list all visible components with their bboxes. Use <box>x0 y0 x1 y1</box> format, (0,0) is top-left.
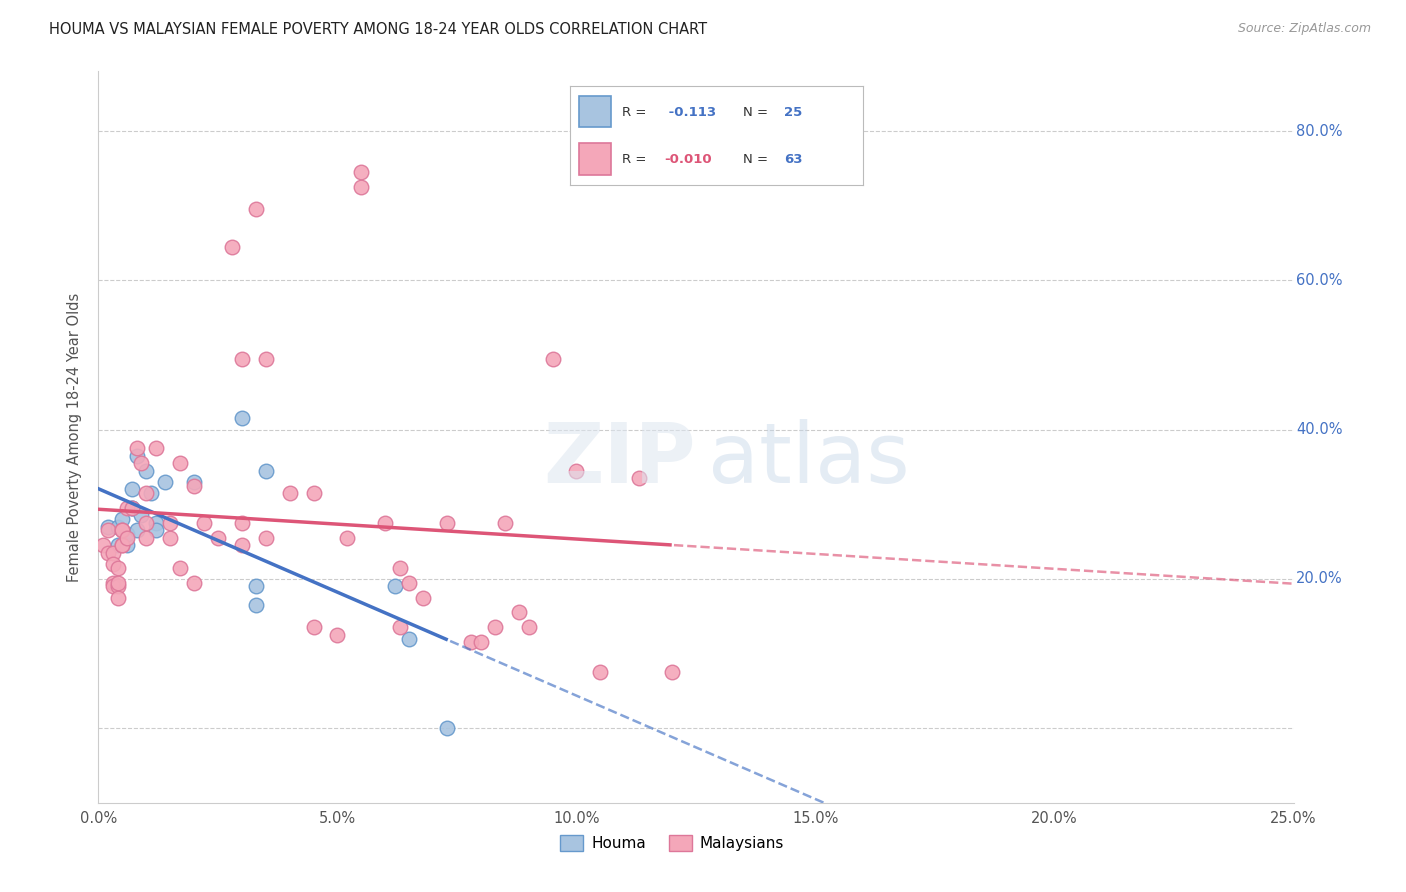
Point <box>97 546 120 560</box>
Point <box>145 442 167 456</box>
Point <box>111 524 134 538</box>
Point <box>135 486 157 500</box>
Point <box>183 475 205 489</box>
Point <box>139 486 162 500</box>
Point <box>484 620 506 634</box>
Point <box>135 464 157 478</box>
Point <box>541 351 564 366</box>
Point <box>398 632 420 646</box>
Point <box>131 456 153 470</box>
Point <box>231 351 253 366</box>
Point <box>115 527 138 541</box>
Point <box>193 516 215 530</box>
Point <box>508 606 530 620</box>
Point <box>125 442 148 456</box>
Point <box>245 579 267 593</box>
Point <box>97 519 120 533</box>
Point <box>145 516 167 530</box>
Point <box>125 449 148 463</box>
Point <box>517 620 540 634</box>
Point <box>302 486 325 500</box>
Text: atlas: atlas <box>709 418 910 500</box>
Point <box>326 628 349 642</box>
Point <box>107 575 129 590</box>
Point <box>374 516 396 530</box>
Point <box>159 531 181 545</box>
Point <box>350 180 373 194</box>
Point <box>254 531 277 545</box>
Point <box>91 538 114 552</box>
Point <box>121 500 143 515</box>
Point <box>231 411 253 425</box>
Point <box>460 635 482 649</box>
Point <box>135 531 157 545</box>
Point <box>254 464 277 478</box>
Point <box>115 531 138 545</box>
Point <box>97 524 120 538</box>
Text: 60.0%: 60.0% <box>1296 273 1343 288</box>
Text: 20.0%: 20.0% <box>1296 572 1343 586</box>
Point <box>412 591 434 605</box>
Point <box>115 538 138 552</box>
Text: Source: ZipAtlas.com: Source: ZipAtlas.com <box>1237 22 1371 36</box>
Point <box>125 524 148 538</box>
Point <box>159 516 181 530</box>
Point <box>121 483 143 497</box>
Point <box>436 721 458 735</box>
Point <box>107 591 129 605</box>
Point <box>169 456 191 470</box>
Point <box>121 500 143 515</box>
Point <box>254 351 277 366</box>
Point <box>183 478 205 492</box>
Point <box>121 500 143 515</box>
Point <box>183 575 205 590</box>
Point <box>131 508 153 523</box>
Point <box>207 531 229 545</box>
Point <box>278 486 301 500</box>
Point <box>111 512 134 526</box>
Point <box>398 575 420 590</box>
Text: 80.0%: 80.0% <box>1296 124 1343 138</box>
Point <box>155 475 177 489</box>
Text: 40.0%: 40.0% <box>1296 422 1343 437</box>
Point <box>336 531 359 545</box>
Point <box>107 560 129 574</box>
Point <box>107 538 129 552</box>
Text: HOUMA VS MALAYSIAN FEMALE POVERTY AMONG 18-24 YEAR OLDS CORRELATION CHART: HOUMA VS MALAYSIAN FEMALE POVERTY AMONG … <box>49 22 707 37</box>
Point <box>245 598 267 612</box>
Point <box>101 546 124 560</box>
Point <box>107 579 129 593</box>
Point <box>388 560 411 574</box>
Point <box>169 560 191 574</box>
Point <box>101 579 124 593</box>
Point <box>627 471 650 485</box>
Point <box>302 620 325 634</box>
Point <box>589 665 612 680</box>
Text: ZIP: ZIP <box>544 418 696 500</box>
Point <box>470 635 492 649</box>
Point <box>115 500 138 515</box>
Point <box>388 620 411 634</box>
Point <box>111 538 134 552</box>
Point <box>111 538 134 552</box>
Point <box>135 516 157 530</box>
Point <box>111 524 134 538</box>
Point <box>350 165 373 179</box>
Legend: Houma, Malaysians: Houma, Malaysians <box>554 830 790 857</box>
Point <box>384 579 406 593</box>
Point <box>101 557 124 571</box>
Point <box>436 516 458 530</box>
Point <box>565 464 588 478</box>
Point <box>107 519 129 533</box>
Point <box>221 240 243 254</box>
Y-axis label: Female Poverty Among 18-24 Year Olds: Female Poverty Among 18-24 Year Olds <box>67 293 83 582</box>
Point <box>245 202 267 217</box>
Point <box>231 516 253 530</box>
Point <box>101 575 124 590</box>
Point <box>145 524 167 538</box>
Point <box>494 516 516 530</box>
Point <box>661 665 683 680</box>
Point <box>231 538 253 552</box>
